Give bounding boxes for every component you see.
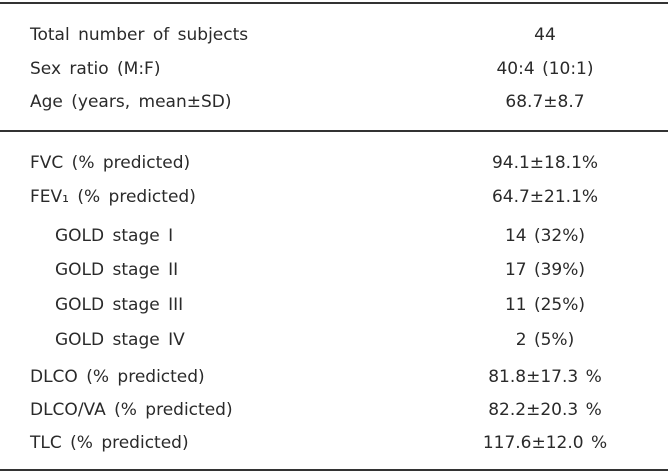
row-value: 68.7±8.7 [505, 92, 585, 112]
section-rule [0, 130, 668, 132]
row-value: 44 [534, 25, 556, 45]
top-rule [0, 2, 668, 4]
row-value: 117.6±12.0 % [482, 433, 608, 453]
row-label: GOLD stage IV [55, 330, 185, 350]
row-label: GOLD stage III [55, 295, 184, 315]
row-label: Sex ratio (M:F) [30, 59, 161, 79]
row-value: 81.8±17.3 % [488, 367, 602, 387]
row-value: 64.7±21.1% [491, 187, 599, 207]
row-value: 40:4 (10:1) [496, 59, 594, 79]
row-label: FEV₁ (% predicted) [30, 187, 196, 207]
row-value: 94.1±18.1% [491, 153, 599, 173]
row-label: GOLD stage II [55, 260, 179, 280]
row-value: 17 (39%) [504, 260, 586, 280]
row-value: 14 (32%) [504, 226, 586, 246]
row-value: 82.2±20.3 % [488, 400, 602, 420]
row-value: 11 (25%) [504, 295, 586, 315]
bottom-rule [0, 469, 668, 471]
row-label: DLCO (% predicted) [30, 367, 205, 387]
row-label: FVC (% predicted) [30, 153, 191, 173]
row-label: TLC (% predicted) [30, 433, 189, 453]
row-label: Total number of subjects [30, 25, 249, 45]
row-label: DLCO/VA (% predicted) [30, 400, 233, 420]
row-label: GOLD stage I [55, 226, 174, 246]
row-value: 2 (5%) [515, 330, 575, 350]
row-label: Age (years, mean±SD) [30, 92, 232, 112]
